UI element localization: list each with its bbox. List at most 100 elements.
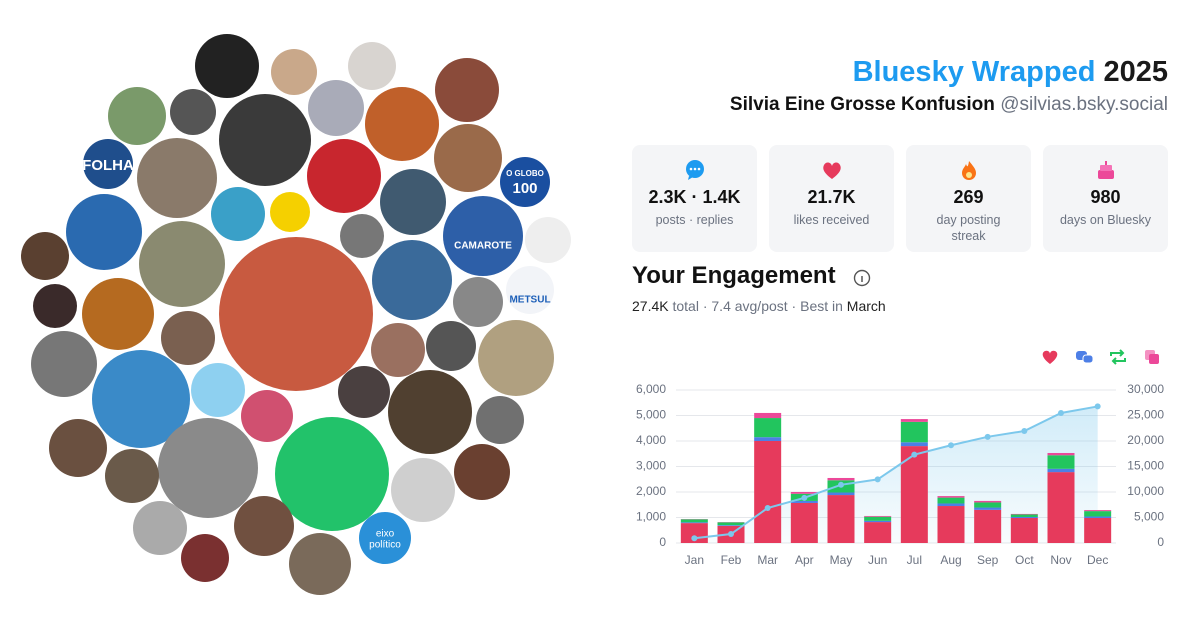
logo-text: político [369,540,401,551]
avatar[interactable] [83,139,133,189]
stat-card: 21.7K likes received [769,145,894,252]
avatar[interactable] [371,323,425,377]
avatar[interactable] [49,419,107,477]
bar-segment [937,506,965,543]
avatar[interactable] [443,196,523,276]
avatar[interactable] [365,87,439,161]
avatar[interactable] [478,320,554,396]
avatar[interactable] [348,42,396,90]
avatar[interactable] [271,49,317,95]
y2-tick-label: 0 [1157,535,1164,549]
line-point [1021,428,1028,435]
avatar[interactable] [31,331,97,397]
y-tick-label: 1,000 [636,510,666,524]
bar-segment [1084,518,1112,543]
section-title: Your Engagement [632,262,836,289]
bar-segment [900,442,928,447]
avatar[interactable] [506,266,554,314]
avatar[interactable] [137,138,217,218]
avatar[interactable] [139,221,225,307]
y-tick-label: 0 [659,535,666,549]
avatar[interactable] [92,350,190,448]
stat-label: days on Bluesky [1059,213,1152,227]
avatar[interactable] [426,321,476,371]
avatar[interactable] [219,237,373,391]
bar-segment [1010,516,1038,519]
icon [822,162,841,179]
avatar[interactable] [66,194,142,270]
legend-icon[interactable] [1145,350,1159,364]
avatar[interactable] [211,187,265,241]
avatar[interactable] [372,240,452,320]
avatar[interactable] [388,370,472,454]
avatar[interactable] [181,534,229,582]
legend-icon[interactable] [1076,351,1094,364]
x-tick-label: Jun [868,553,887,567]
bar-segment [900,446,928,543]
avatar[interactable] [21,232,69,280]
avatar[interactable] [476,396,524,444]
stat-label: posts · replies [655,213,734,227]
avatar[interactable] [219,94,311,186]
info-icon[interactable] [853,269,871,287]
bar-segment [1047,455,1075,469]
avatar[interactable] [454,444,510,500]
avatar[interactable] [340,214,384,258]
avatar[interactable] [359,512,411,564]
stat-label: likes received [793,213,870,227]
legend-icon[interactable] [1042,350,1058,364]
avatar[interactable] [133,501,187,555]
avatar[interactable] [453,277,503,327]
avatar[interactable] [307,139,381,213]
avatar[interactable] [170,89,216,135]
logo-text: FOLHA [82,157,134,174]
bar-segment [754,437,782,441]
bar-segment [1047,468,1075,473]
bar-segment [754,412,782,419]
line-point [874,476,881,483]
avatar[interactable] [270,192,310,232]
y-tick-label: 4,000 [636,433,666,447]
avatar[interactable] [275,417,389,531]
avatar[interactable] [241,390,293,442]
stat-label: day posting streak [936,213,1001,243]
avatar[interactable] [434,124,502,192]
avatar[interactable] [380,169,446,235]
avatar[interactable] [289,533,351,595]
avatar[interactable] [33,284,77,328]
legend-icon[interactable] [1110,349,1126,365]
bar-segment [1084,511,1112,517]
handle[interactable]: @silvias.bsky.social [1000,94,1168,115]
bar-segment [827,492,855,496]
app-title: Bluesky Wrapped [852,56,1096,88]
bar-segment [1010,518,1038,543]
avatar[interactable] [161,311,215,365]
bar-segment [680,519,708,523]
avatar[interactable] [105,449,159,503]
avatar[interactable] [158,418,258,518]
line-point [764,505,771,512]
x-tick-label: Jul [907,553,922,567]
avatar[interactable] [191,363,245,417]
stat-value: 2.3K · 1.4K [648,187,741,207]
avatar[interactable] [82,278,154,350]
avatar[interactable] [195,34,259,98]
line-point [838,481,844,488]
title: Bluesky Wrapped 2025 [853,56,1168,89]
x-tick-label: Dec [1087,553,1108,567]
avatar[interactable] [435,58,499,122]
avatar[interactable] [108,87,166,145]
x-tick-label: Aug [940,553,961,567]
bar-segment [864,522,892,543]
avatar[interactable] [391,458,455,522]
avatar[interactable] [234,496,294,556]
avatar[interactable] [525,217,571,263]
cumulative-line [694,405,1098,540]
avatar[interactable] [500,157,550,207]
avatar[interactable] [338,366,390,418]
logo-text: 100 [512,180,537,197]
avatar[interactable] [308,80,364,136]
summary-text: total · 7.4 avg/post · Best in [672,298,843,314]
line-point [1094,403,1101,410]
x-tick-label: Nov [1050,553,1071,567]
